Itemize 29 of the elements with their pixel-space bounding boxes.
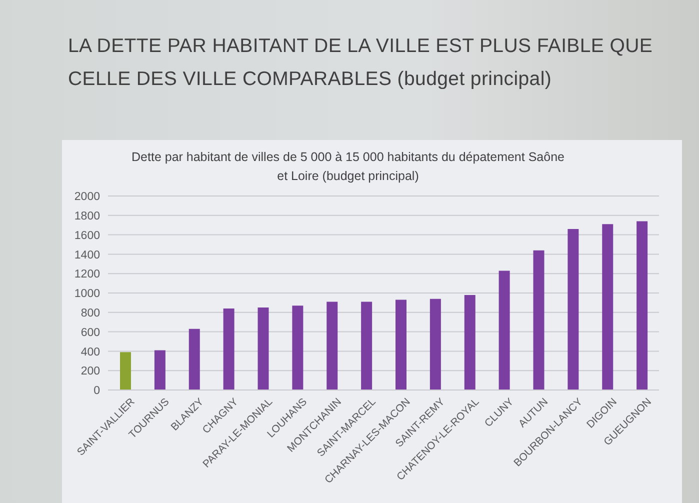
y-tick-label: 1800 (74, 210, 100, 222)
y-tick-label: 1400 (74, 249, 100, 262)
chart-subtitle: Dette par habitant de villes de 5 000 à 15 000 habitants du dépatement Saône et Loire (budget principal) (130, 149, 566, 185)
chart-title: LA DETTE PAR HABITANT DE LA VILLE EST PLUS FAIBLE QUE CELLE DES VILLE COMPARABLES (budget principal) (68, 34, 654, 92)
y-tick-label: 2000 (74, 191, 100, 204)
bar (120, 352, 131, 390)
bar (188, 328, 200, 390)
bar (602, 224, 614, 390)
bar (361, 302, 372, 390)
bar (223, 308, 234, 390)
y-tick-label: 1600 (74, 230, 100, 242)
y-tick-label: 200 (80, 366, 100, 378)
y-tick-label: 600 (80, 326, 100, 339)
y-tick-label: 400 (80, 346, 100, 358)
y-tick-label: 1200 (74, 268, 100, 281)
bar (568, 228, 579, 390)
y-tick-label: 0 (94, 385, 100, 398)
bar (498, 270, 510, 390)
bar (396, 300, 406, 390)
bar (533, 250, 544, 390)
bar (154, 350, 166, 390)
y-tick-label: 1000 (74, 288, 100, 300)
bar (464, 294, 476, 390)
y-tick-label: 800 (80, 307, 100, 320)
bar (430, 298, 441, 390)
bar (258, 308, 269, 390)
bar (326, 302, 338, 390)
bar (636, 221, 648, 390)
bar (292, 306, 304, 390)
